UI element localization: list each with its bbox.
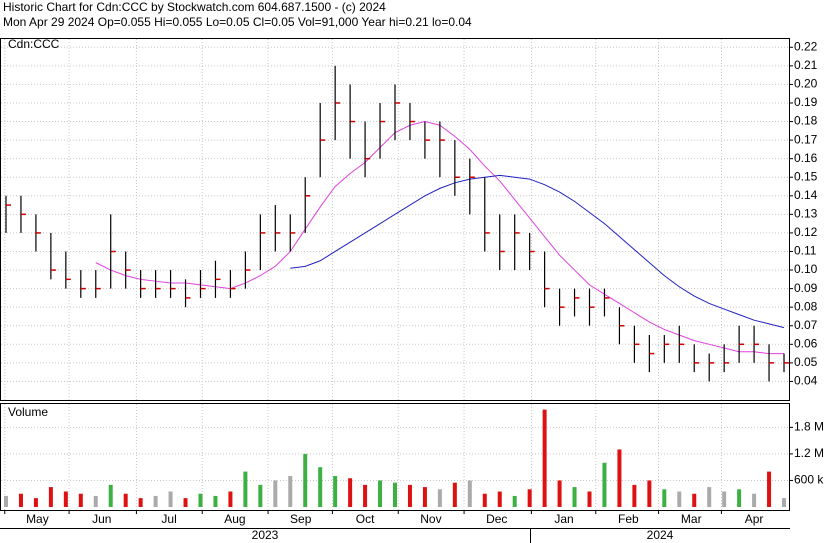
volume-bar — [737, 489, 742, 507]
x-tick-label: Aug — [224, 512, 245, 526]
volume-bar — [348, 478, 353, 507]
y-tick-label: 0.12 — [794, 225, 818, 239]
year-label: 2023 — [252, 528, 279, 542]
x-tick-label: Apr — [745, 512, 764, 526]
x-tick-label: Oct — [356, 512, 375, 526]
y-tick-label: 0.04 — [794, 374, 818, 388]
y-tick-label: 0.11 — [794, 244, 817, 258]
volume-bar — [258, 484, 263, 507]
volume-bar — [198, 493, 203, 507]
volume-bar — [138, 498, 143, 507]
x-tick-label: Sep — [290, 512, 312, 526]
volume-bar — [512, 495, 517, 507]
volume-bar — [3, 495, 8, 507]
volume-bar — [318, 467, 323, 507]
volume-bar — [497, 491, 502, 507]
x-tick-label: Feb — [618, 512, 639, 526]
volume-bar — [707, 487, 712, 507]
y-tick-label: 0.05 — [794, 355, 818, 369]
y-tick-label: 0.21 — [794, 58, 818, 72]
volume-bar — [123, 493, 128, 507]
y-tick-label: 0.18 — [794, 114, 818, 128]
volume-bar — [48, 487, 53, 507]
volume-bar — [243, 471, 248, 507]
y-tick-label: 0.07 — [794, 318, 818, 332]
y-tick-label: 1.2 M — [794, 446, 824, 460]
volume-bar — [393, 482, 397, 507]
x-tick-label: Nov — [420, 512, 441, 526]
symbol-label: Cdn:CCC — [8, 37, 60, 51]
chart-title: Historic Chart for Cdn:CCC by Stockwatch… — [3, 0, 386, 14]
volume-bar — [542, 409, 547, 507]
volume-bar — [647, 480, 652, 507]
y-tick-label: 0.08 — [794, 299, 818, 313]
volume-bar — [752, 493, 757, 507]
x-tick-label: Mar — [681, 512, 702, 526]
volume-bar — [78, 493, 83, 507]
volume-bar — [273, 480, 278, 507]
volume-bar — [467, 480, 472, 507]
volume-bar — [557, 480, 562, 507]
volume-bar — [767, 471, 772, 507]
volume-bar — [363, 484, 368, 507]
volume-panel — [0, 403, 790, 511]
y-tick-label: 0.19 — [794, 95, 818, 109]
chart-subtitle: Mon Apr 29 2024 Op=0.055 Hi=0.055 Lo=0.0… — [3, 15, 472, 29]
y-tick-label: 0.17 — [794, 132, 818, 146]
y-tick-label: 0.13 — [794, 207, 818, 221]
volume-bar — [677, 491, 682, 507]
volume-bar — [333, 476, 338, 507]
y-tick-label: 600 k — [794, 473, 824, 487]
y-tick-label: 0.10 — [794, 262, 818, 276]
volume-bar — [422, 487, 427, 507]
volume-bar — [782, 498, 787, 507]
panel-label: Volume — [8, 405, 48, 419]
x-tick-label: Dec — [486, 512, 507, 526]
volume-bar — [452, 482, 457, 507]
price-panel — [0, 38, 790, 401]
volume-bar — [617, 449, 622, 507]
volume-bar — [378, 480, 383, 507]
volume-bar — [93, 495, 98, 507]
volume-bar — [108, 484, 113, 507]
y-tick-label: 0.09 — [794, 281, 818, 295]
volume-bar — [288, 476, 293, 507]
volume-bar — [632, 484, 637, 507]
volume-bar — [527, 489, 532, 507]
x-tick-label: May — [26, 512, 49, 526]
x-tick-label: Jan — [554, 512, 573, 526]
volume-bar — [228, 491, 233, 507]
volume-bar — [153, 495, 158, 507]
y-tick-label: 0.16 — [794, 151, 818, 165]
y-tick-label: 0.14 — [794, 188, 818, 202]
volume-bar — [303, 453, 308, 507]
y-tick-label: 0.22 — [794, 39, 818, 53]
volume-bar — [482, 493, 487, 507]
y-tick-label: 1.8 M — [794, 420, 824, 434]
volume-bar — [602, 462, 607, 507]
volume-bar — [33, 498, 38, 507]
x-tick-label: Jun — [92, 512, 111, 526]
x-tick-label: Jul — [161, 512, 176, 526]
year-label: 2024 — [647, 528, 674, 542]
volume-bar — [722, 491, 727, 507]
y-tick-label: 0.20 — [794, 77, 818, 91]
ma-line — [290, 174, 785, 329]
volume-bar — [692, 493, 697, 507]
volume-bar — [63, 491, 68, 507]
volume-bar — [168, 491, 173, 507]
volume-bar — [437, 489, 442, 507]
volume-bar — [662, 489, 667, 507]
volume-bar — [587, 491, 592, 507]
volume-bar — [572, 487, 577, 507]
y-tick-label: 0.06 — [794, 336, 818, 350]
volume-bar — [407, 484, 412, 507]
volume-bar — [18, 493, 23, 507]
y-tick-label: 0.15 — [794, 169, 818, 183]
volume-bar — [183, 498, 188, 507]
volume-bar — [213, 495, 218, 507]
